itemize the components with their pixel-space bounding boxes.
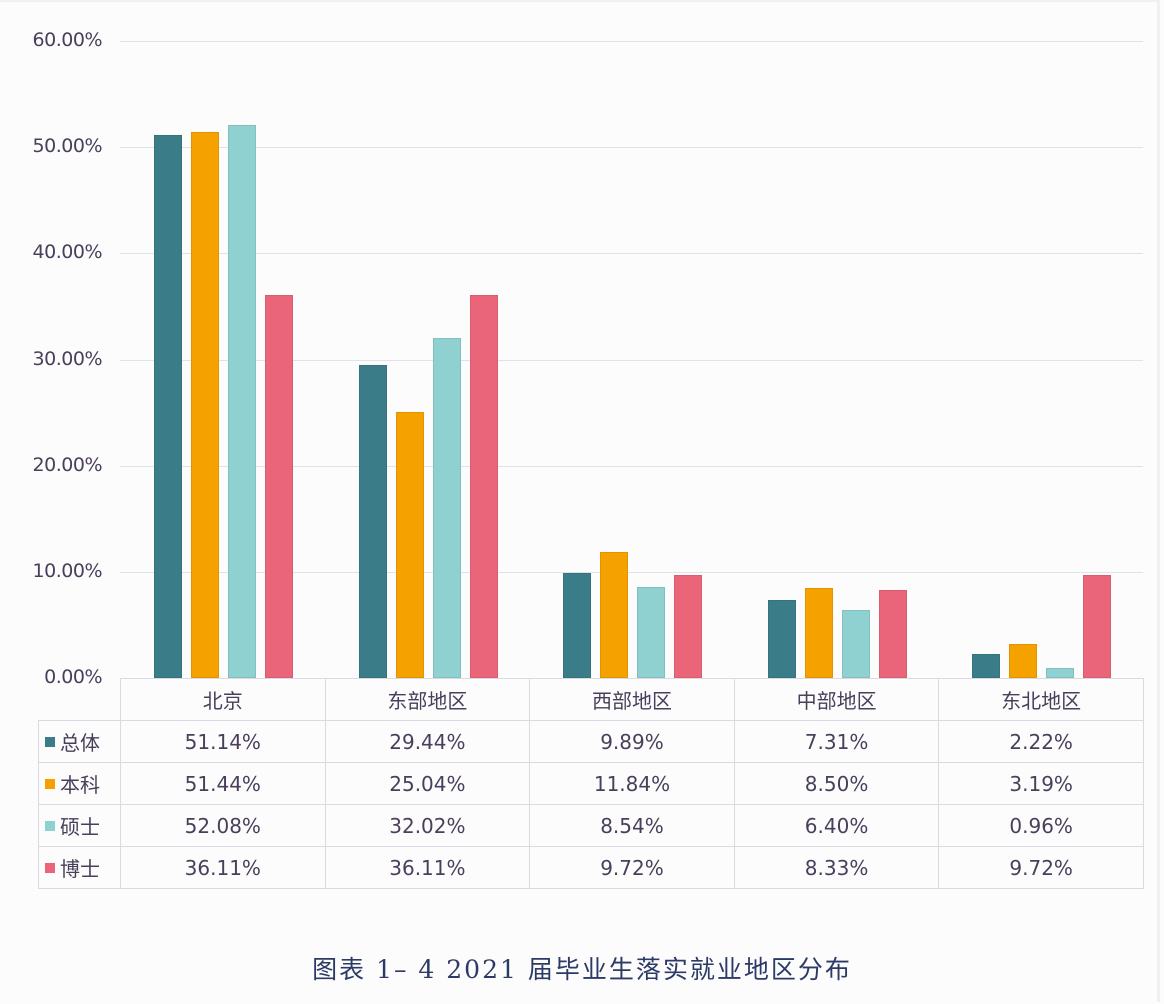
bar-总体-东部地区 bbox=[358, 365, 387, 678]
table-cell: 32.02% bbox=[324, 804, 531, 847]
table-row: 本科 51.44% 25.04% 11.84% 8.50% 3.19% bbox=[38, 762, 1144, 805]
legend-label: 总体 bbox=[60, 731, 100, 755]
gridline bbox=[120, 465, 1143, 467]
table-header-row: 北京 东部地区 西部地区 中部地区 东北地区 bbox=[38, 678, 1144, 721]
bar-硕士-东北地区 bbox=[1046, 667, 1075, 678]
table-cell: 25.04% bbox=[324, 762, 531, 805]
bar-博士-东北地区 bbox=[1083, 574, 1112, 678]
y-tick-label: 60.00% bbox=[32, 29, 103, 51]
legend-swatch-icon bbox=[45, 821, 55, 831]
table-cell: 52.08% bbox=[120, 804, 326, 847]
bar-本科-西部地区 bbox=[600, 552, 629, 678]
table-cell: 29.44% bbox=[324, 720, 531, 763]
category-header: 东部地区 bbox=[324, 678, 531, 721]
bar-本科-东部地区 bbox=[395, 412, 424, 678]
bar-博士-北京 bbox=[265, 294, 293, 678]
legend-swatch-icon bbox=[45, 737, 55, 747]
table-cell: 9.72% bbox=[938, 846, 1144, 889]
table-cell: 8.33% bbox=[733, 846, 940, 889]
table-cell: 51.44% bbox=[120, 762, 326, 805]
chart-caption: 图表 1– 4 2021 届毕业生落实就业地区分布 bbox=[312, 955, 852, 984]
table-cell: 2.22% bbox=[938, 720, 1144, 763]
bar-博士-西部地区 bbox=[674, 574, 703, 678]
table-row: 总体 51.14% 29.44% 9.89% 7.31% 2.22% bbox=[38, 720, 1144, 763]
table-cell: 11.84% bbox=[529, 762, 735, 805]
y-tick-label: 50.00% bbox=[32, 135, 103, 158]
y-tick-label: 30.00% bbox=[32, 347, 103, 370]
legend-swatch-icon bbox=[45, 863, 55, 873]
category-header: 中部地区 bbox=[733, 678, 940, 721]
legend-label: 硕士 bbox=[60, 815, 100, 839]
category-header: 西部地区 bbox=[529, 678, 735, 721]
table-cell: 9.89% bbox=[529, 720, 735, 763]
bar-硕士-中部地区 bbox=[841, 610, 870, 678]
table-cell: 8.54% bbox=[529, 804, 735, 847]
table-cell: 3.19% bbox=[938, 762, 1144, 805]
gridline bbox=[120, 571, 1143, 573]
table-cell: 9.72% bbox=[529, 846, 735, 889]
legend-swatch-icon bbox=[45, 779, 55, 789]
table-corner bbox=[38, 678, 121, 721]
legend-entry: 博士 bbox=[38, 846, 121, 889]
bar-硕士-西部地区 bbox=[637, 587, 666, 678]
legend-entry: 总体 bbox=[38, 720, 121, 763]
data-table: 北京 东部地区 西部地区 中部地区 东北地区总体 51.14% 29.44% 9.89% 7.3… bbox=[38, 678, 1144, 889]
table-cell: 6.40% bbox=[733, 804, 940, 847]
legend-entry: 硕士 bbox=[38, 804, 121, 847]
category-header: 北京 bbox=[120, 678, 326, 721]
gridline bbox=[120, 147, 1143, 149]
bar-总体-西部地区 bbox=[563, 573, 592, 678]
bar-博士-东部地区 bbox=[469, 294, 498, 678]
category-header: 东北地区 bbox=[938, 678, 1144, 721]
table-row: 博士 36.11% 36.11% 9.72% 8.33% 9.72% bbox=[38, 846, 1144, 889]
bar-总体-北京 bbox=[154, 135, 182, 678]
gridline bbox=[120, 41, 1143, 42]
y-tick-label: 40.00% bbox=[32, 241, 103, 264]
table-cell: 7.31% bbox=[733, 720, 940, 763]
table-cell: 0.96% bbox=[938, 804, 1144, 847]
bar-博士-中部地区 bbox=[878, 589, 907, 678]
bar-硕士-东部地区 bbox=[432, 338, 461, 678]
table-cell: 36.11% bbox=[120, 846, 326, 889]
table-cell: 8.50% bbox=[733, 762, 940, 805]
table-row: 硕士 52.08% 32.02% 8.54% 6.40% 0.96% bbox=[38, 804, 1144, 847]
bar-硕士-北京 bbox=[228, 125, 256, 678]
gridline bbox=[120, 359, 1143, 361]
table-cell: 51.14% bbox=[120, 720, 326, 763]
table-cell: 36.11% bbox=[324, 846, 531, 889]
bar-总体-中部地区 bbox=[767, 600, 796, 678]
y-tick-label: 10.00% bbox=[32, 559, 103, 582]
bar-总体-东北地区 bbox=[972, 654, 1001, 678]
bar-本科-东北地区 bbox=[1009, 644, 1038, 678]
y-tick-label: 20.00% bbox=[32, 453, 103, 476]
legend-entry: 本科 bbox=[38, 762, 121, 805]
legend-label: 博士 bbox=[60, 857, 100, 881]
bar-本科-北京 bbox=[191, 131, 219, 678]
bar-本科-中部地区 bbox=[804, 587, 833, 678]
legend-label: 本科 bbox=[60, 773, 100, 797]
gridline bbox=[120, 253, 1143, 255]
